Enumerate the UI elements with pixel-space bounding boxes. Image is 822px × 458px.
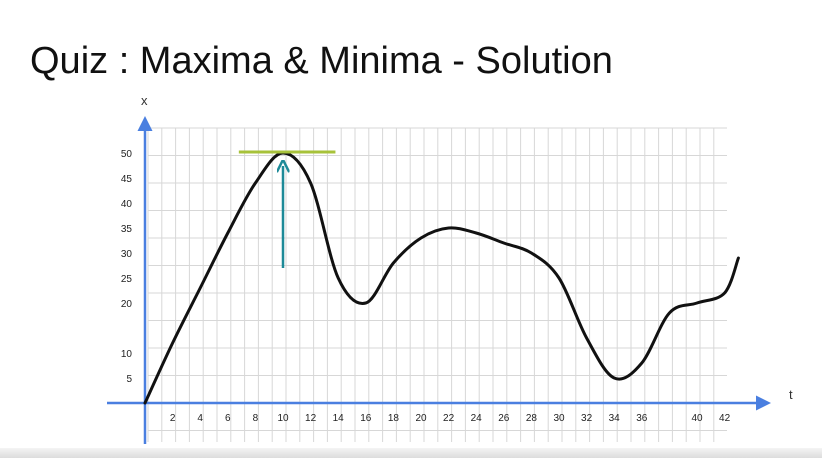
x-tick-label: 8 — [253, 413, 259, 424]
x-tick-label: 28 — [526, 413, 538, 424]
x-tick-label: 6 — [225, 413, 231, 424]
chart-tick-labels: 2 4 6 8 10 12 14 16 18 20 22 24 26 28 30 32 34 36 40 425102… — [121, 149, 731, 424]
x-tick-label: 18 — [388, 413, 400, 424]
x-tick-label: 22 — [443, 413, 455, 424]
x-axis-label: t — [789, 387, 793, 402]
curve-line — [143, 151, 740, 405]
slide-title: Quiz : Maxima & Minima - Solution — [30, 40, 613, 82]
x-tick-label: 2 — [170, 413, 176, 424]
x-tick-label: 30 — [553, 413, 565, 424]
y-axis-label: x — [141, 93, 148, 108]
y-tick-label: 45 — [121, 174, 133, 185]
x-tick-label: 10 — [277, 413, 289, 424]
x-tick-label: 26 — [498, 413, 510, 424]
y-tick-label: 25 — [121, 274, 133, 285]
y-tick-label: 20 — [121, 299, 133, 310]
y-tick-label: 30 — [121, 249, 133, 260]
x-tick-label: 14 — [333, 413, 345, 424]
y-tick-label: 5 — [126, 374, 132, 385]
chart-curve-layer — [143, 151, 740, 405]
x-tick-label: 12 — [305, 413, 317, 424]
chart-annotations — [238, 150, 336, 268]
y-tick-label: 10 — [121, 349, 133, 360]
y-tick-label: 40 — [121, 199, 133, 210]
y-tick-label: 50 — [121, 149, 133, 160]
x-tick-label: 32 — [581, 413, 593, 424]
y-tick-label: 35 — [121, 224, 133, 235]
x-tick-label: 16 — [360, 413, 372, 424]
bottom-bar — [0, 448, 822, 458]
x-tick-label: 24 — [471, 413, 483, 424]
x-tick-label: 4 — [197, 413, 203, 424]
x-tick-label: 36 — [636, 413, 648, 424]
x-tick-label: 34 — [609, 413, 621, 424]
chart-axes — [107, 116, 771, 444]
x-tick-label: 20 — [415, 413, 427, 424]
x-tick-label: 40 — [691, 413, 703, 424]
x-tick-label: 42 — [719, 413, 731, 424]
chart-grid — [147, 127, 727, 442]
